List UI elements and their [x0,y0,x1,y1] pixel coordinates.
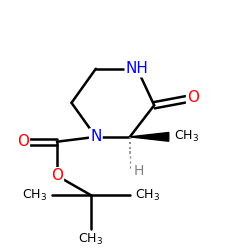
Text: CH$_3$: CH$_3$ [22,188,47,203]
Text: O: O [17,134,29,149]
Text: O: O [187,90,199,106]
Text: N: N [90,129,102,144]
Text: O: O [51,168,63,183]
Text: H: H [134,164,144,178]
Text: CH$_3$: CH$_3$ [135,188,160,203]
Text: CH$_3$: CH$_3$ [174,129,199,144]
Polygon shape [130,132,169,141]
Text: NH: NH [126,61,148,76]
Text: CH$_3$: CH$_3$ [78,232,104,247]
